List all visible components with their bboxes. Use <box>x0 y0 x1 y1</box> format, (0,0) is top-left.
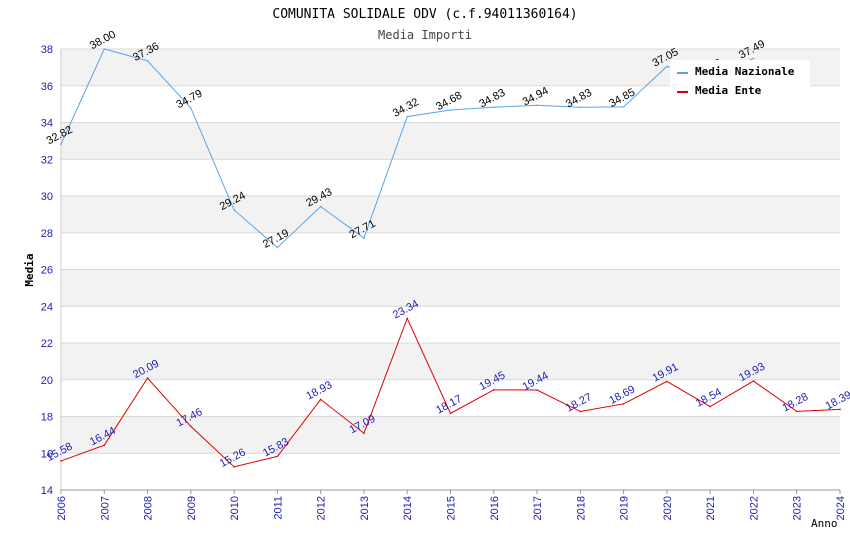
grid-band <box>61 453 840 490</box>
y-tick-label: 38 <box>41 44 53 56</box>
data-point <box>60 143 62 145</box>
chart-title: COMUNITA SOLIDALE ODV (c.f.94011360164) <box>272 7 577 22</box>
x-tick-label: 2022 <box>748 496 760 520</box>
data-point <box>752 380 755 382</box>
y-tick-label: 20 <box>41 375 53 387</box>
data-point <box>709 405 711 408</box>
data-point <box>406 115 409 118</box>
data-point <box>666 65 668 68</box>
data-point <box>449 412 452 415</box>
grid-band <box>61 306 840 343</box>
y-tick-label: 30 <box>41 191 53 203</box>
data-point <box>579 106 582 109</box>
y-axis-ticks: 14 16 18 20 22 24 26 28 30 32 34 36 38 <box>41 44 53 497</box>
x-tick-label: 2007 <box>99 496 111 520</box>
data-point <box>752 57 755 60</box>
data-point <box>233 466 235 468</box>
x-tick-label: 2015 <box>446 496 458 520</box>
x-tick-label: 2013 <box>359 496 371 520</box>
data-point <box>233 209 235 211</box>
data-point <box>190 425 192 428</box>
x-tick-label: 2017 <box>532 496 544 520</box>
data-point <box>276 246 279 249</box>
grid-bands <box>61 49 840 490</box>
x-tick-label: 2009 <box>186 496 198 520</box>
x-tick-label: 2020 <box>662 496 674 520</box>
grid-band <box>61 232 840 270</box>
series-lines <box>60 48 841 468</box>
x-tick-label: 2010 <box>229 496 241 520</box>
x-tick-label: 2024 <box>835 496 847 520</box>
data-point <box>319 398 322 401</box>
data-point <box>579 410 582 413</box>
y-tick-label: 28 <box>41 228 53 240</box>
x-axis-label: Anno <box>811 517 838 530</box>
data-point <box>449 109 452 111</box>
data-point <box>536 389 538 391</box>
legend-box <box>670 60 810 100</box>
y-tick-label: 22 <box>41 338 53 350</box>
data-point <box>406 317 409 320</box>
data-point <box>795 410 798 413</box>
x-tick-label: 2023 <box>792 496 804 520</box>
data-point <box>363 237 365 239</box>
y-tick-label: 16 <box>41 448 53 460</box>
data-point <box>536 104 538 107</box>
x-tick-label: 2016 <box>489 496 501 520</box>
y-tick-label: 36 <box>41 81 53 93</box>
grid-band <box>61 196 840 233</box>
data-point <box>276 455 279 458</box>
chart-subtitle: Media Importi <box>378 28 472 42</box>
y-axis-label: Media <box>23 253 36 286</box>
data-point <box>666 380 668 383</box>
x-tick-label: 2021 <box>705 496 717 520</box>
grid-band <box>61 269 840 307</box>
data-point <box>319 205 322 208</box>
legend-label-nazionale: Media Nazionale <box>695 65 795 78</box>
data-point <box>103 444 106 446</box>
data-point <box>60 460 62 462</box>
y-tick-label: 26 <box>41 265 53 277</box>
grid-band <box>61 122 840 160</box>
legend: Media Nazionale Media Ente <box>670 60 810 100</box>
data-point <box>622 403 625 405</box>
x-tick-label: 2006 <box>56 496 68 520</box>
grid-band <box>61 159 840 196</box>
legend-label-ente: Media Ente <box>695 84 762 97</box>
grid-band <box>61 416 840 454</box>
data-point <box>839 408 841 411</box>
y-tick-label: 34 <box>41 118 53 130</box>
grid-band <box>61 343 840 380</box>
x-tick-label: 2012 <box>316 496 328 520</box>
x-tick-label: 2014 <box>402 496 414 520</box>
y-tick-label: 18 <box>41 412 53 424</box>
x-tick-label: 2019 <box>619 496 631 520</box>
data-point <box>146 377 149 379</box>
data-point <box>190 107 192 109</box>
y-tick-label: 14 <box>41 485 53 497</box>
grid-band <box>61 379 840 417</box>
y-tick-label: 32 <box>41 154 53 166</box>
x-axis-ticks: 2006 2007 2008 2009 2010 2011 2012 2013 2014 2015… <box>56 490 847 520</box>
data-point <box>103 48 106 50</box>
x-tick-label: 2011 <box>272 496 284 520</box>
x-tick-label: 2018 <box>575 496 587 520</box>
y-tick-label: 24 <box>41 301 53 313</box>
data-point <box>622 106 625 108</box>
data-point <box>146 59 149 62</box>
data-point <box>363 432 365 435</box>
data-point <box>492 389 495 391</box>
data-point <box>492 106 495 109</box>
x-tick-label: 2008 <box>143 496 155 520</box>
